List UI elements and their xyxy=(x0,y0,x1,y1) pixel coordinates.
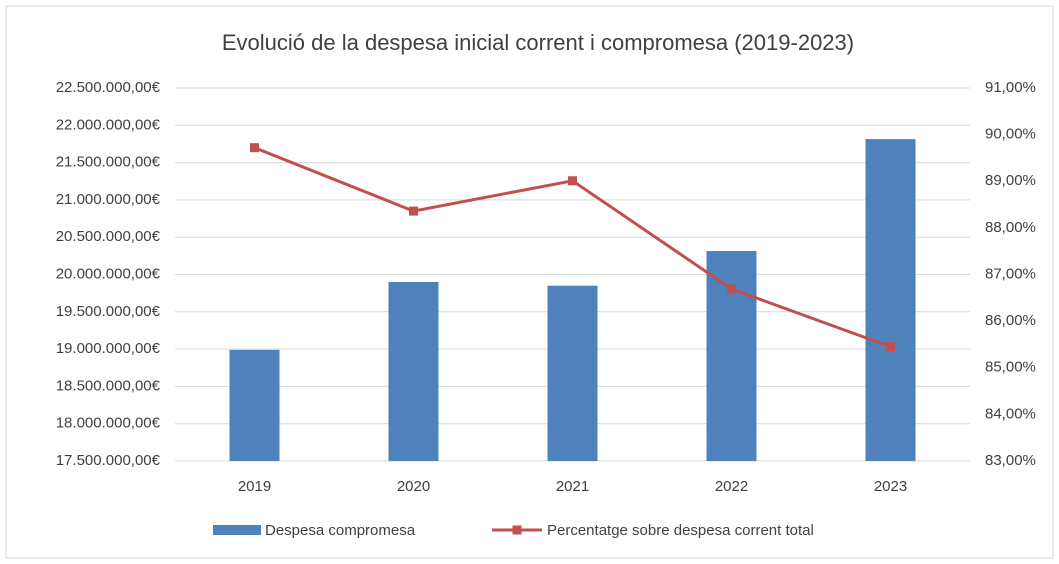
legend-swatch xyxy=(213,525,261,535)
y-tick-label: 20.000.000,00€ xyxy=(56,265,161,282)
bar xyxy=(388,281,439,461)
bar xyxy=(706,251,757,461)
bar xyxy=(865,139,916,461)
x-tick-label: 2023 xyxy=(874,478,907,495)
y-tick-label: 18.500.000,00€ xyxy=(56,377,161,394)
y2-tick-label: 91,00% xyxy=(985,79,1036,96)
y2-tick-label: 85,00% xyxy=(985,359,1036,376)
y2-tick-label: 87,00% xyxy=(985,265,1036,282)
y2-tick-label: 88,00% xyxy=(985,219,1036,236)
y-tick-label: 17.500.000,00€ xyxy=(56,452,161,469)
x-tick-label: 2021 xyxy=(556,478,589,495)
bar xyxy=(229,349,280,461)
line-marker xyxy=(568,176,577,186)
y-tick-label: 21.000.000,00€ xyxy=(56,191,161,208)
y2-tick-label: 86,00% xyxy=(985,312,1036,329)
legend-label: Despesa compromesa xyxy=(265,522,416,539)
x-tick-label: 2020 xyxy=(397,478,430,495)
legend-label: Percentatge sobre despesa corrent total xyxy=(547,522,814,539)
bar xyxy=(547,285,598,461)
line-marker xyxy=(886,342,895,352)
line-marker xyxy=(250,143,259,153)
y-tick-label: 20.500.000,00€ xyxy=(56,228,161,245)
legend-marker xyxy=(512,525,522,535)
x-tick-label: 2022 xyxy=(715,478,748,495)
y2-tick-label: 84,00% xyxy=(985,405,1036,422)
chart-title: Evolució de la despesa inicial corrent i… xyxy=(222,30,854,55)
line-marker xyxy=(727,284,736,294)
y-tick-label: 22.000.000,00€ xyxy=(56,116,161,133)
x-tick-label: 2019 xyxy=(238,478,271,495)
line-marker xyxy=(409,206,418,216)
y-tick-label: 18.000.000,00€ xyxy=(56,415,161,432)
y-tick-label: 19.000.000,00€ xyxy=(56,340,161,357)
y-tick-label: 19.500.000,00€ xyxy=(56,303,161,320)
y-tick-label: 21.500.000,00€ xyxy=(56,154,161,171)
y-tick-label: 22.500.000,00€ xyxy=(56,79,161,96)
y2-tick-label: 89,00% xyxy=(985,172,1036,189)
y2-tick-label: 90,00% xyxy=(985,126,1036,143)
y2-tick-label: 83,00% xyxy=(985,452,1036,469)
